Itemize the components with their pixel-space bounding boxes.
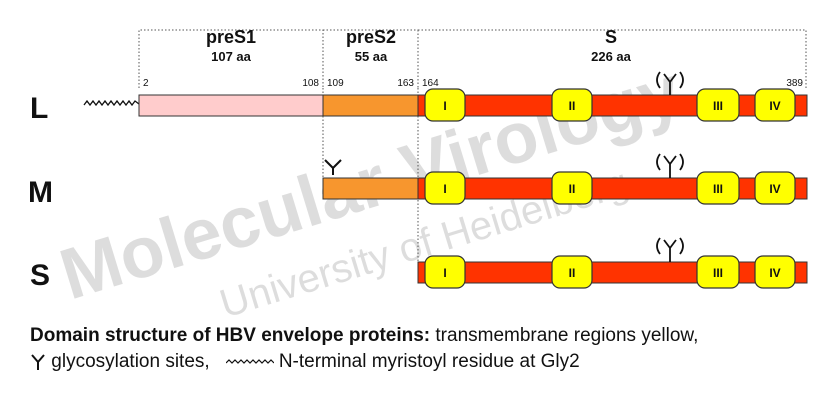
- tm-label-1: I: [443, 266, 446, 280]
- domain-length-preS2: 55 aa: [355, 49, 388, 64]
- tm-box-1: [424, 88, 466, 122]
- protein-label-S: S: [30, 259, 50, 292]
- pos-389: 389: [786, 78, 803, 89]
- tm-label-3: III: [713, 266, 723, 280]
- domain-title-preS2: preS2: [346, 27, 396, 47]
- position-labels: 2 108 109 163 164 389: [143, 78, 803, 89]
- S-segment: [417, 94, 808, 117]
- domain-title-preS1: preS1: [206, 27, 256, 47]
- tm-box-3: [696, 171, 740, 205]
- caption-line-1: Domain structure of HBV envelope protein…: [30, 325, 698, 347]
- S-segment: [417, 177, 808, 200]
- protein-label-L: L: [30, 92, 48, 125]
- preS2-segment: [322, 177, 419, 200]
- protein-S-bar: [417, 261, 808, 284]
- tm-box-4: [754, 88, 796, 122]
- pos-164: 164: [422, 78, 439, 89]
- caption-rest: transmembrane regions yellow,: [430, 325, 699, 346]
- tm-label-2: II: [569, 266, 576, 280]
- tm-label-2: II: [569, 182, 576, 196]
- pos-2: 2: [143, 78, 149, 89]
- glycosylation-site-S: [656, 237, 684, 262]
- tm-label-2: II: [569, 99, 576, 113]
- tm-regions-L: I II III IV: [424, 88, 796, 122]
- tm-label-4: IV: [769, 182, 780, 196]
- myristoyl-zigzag-icon: [225, 359, 274, 364]
- glycosylation-icon: [324, 159, 342, 175]
- caption-glyco-text: glycosylation sites,: [51, 351, 210, 372]
- caption-bold: Domain structure of HBV envelope protein…: [30, 325, 431, 346]
- tm-box-3: [696, 255, 740, 289]
- preS1-segment: [138, 94, 324, 117]
- tm-label-4: IV: [769, 266, 780, 280]
- domain-length-S: 226 aa: [591, 49, 632, 64]
- caption-myr-text: N-terminal myristoyl residue at Gly2: [278, 351, 580, 372]
- tm-box-2: [551, 255, 593, 289]
- tm-label-1: I: [443, 182, 446, 196]
- caption-line-2: glycosylation sites, N-terminal myristoy…: [30, 351, 580, 373]
- preS2-segment: [322, 94, 419, 117]
- tm-box-1: [424, 171, 466, 205]
- glycosylation-branch-icon: [31, 354, 45, 370]
- tm-label-3: III: [713, 182, 723, 196]
- myristoyl-zigzag-icon: [83, 99, 140, 107]
- bracket-preS1: [138, 29, 324, 88]
- pos-163: 163: [397, 78, 414, 89]
- tm-box-1: [424, 255, 466, 289]
- glycosylation-site-M: [656, 153, 684, 178]
- protein-label-M: M: [28, 176, 53, 209]
- S-segment: [417, 261, 808, 284]
- tm-box-2: [551, 88, 593, 122]
- tm-regions-M: I II III IV: [424, 171, 796, 205]
- domain-title-S: S: [605, 27, 617, 47]
- pos-109: 109: [327, 78, 344, 89]
- tm-label-4: IV: [769, 99, 780, 113]
- glycosylation-site-L: [656, 71, 684, 95]
- tm-label-1: I: [443, 99, 446, 113]
- tm-label-3: III: [713, 99, 723, 113]
- tm-box-4: [754, 171, 796, 205]
- tm-regions-S: I II III IV: [424, 255, 796, 289]
- tm-box-4: [754, 255, 796, 289]
- tm-box-2: [551, 171, 593, 205]
- tm-box-3: [696, 88, 740, 122]
- pos-108: 108: [302, 78, 319, 89]
- domain-length-preS1: 107 aa: [211, 49, 252, 64]
